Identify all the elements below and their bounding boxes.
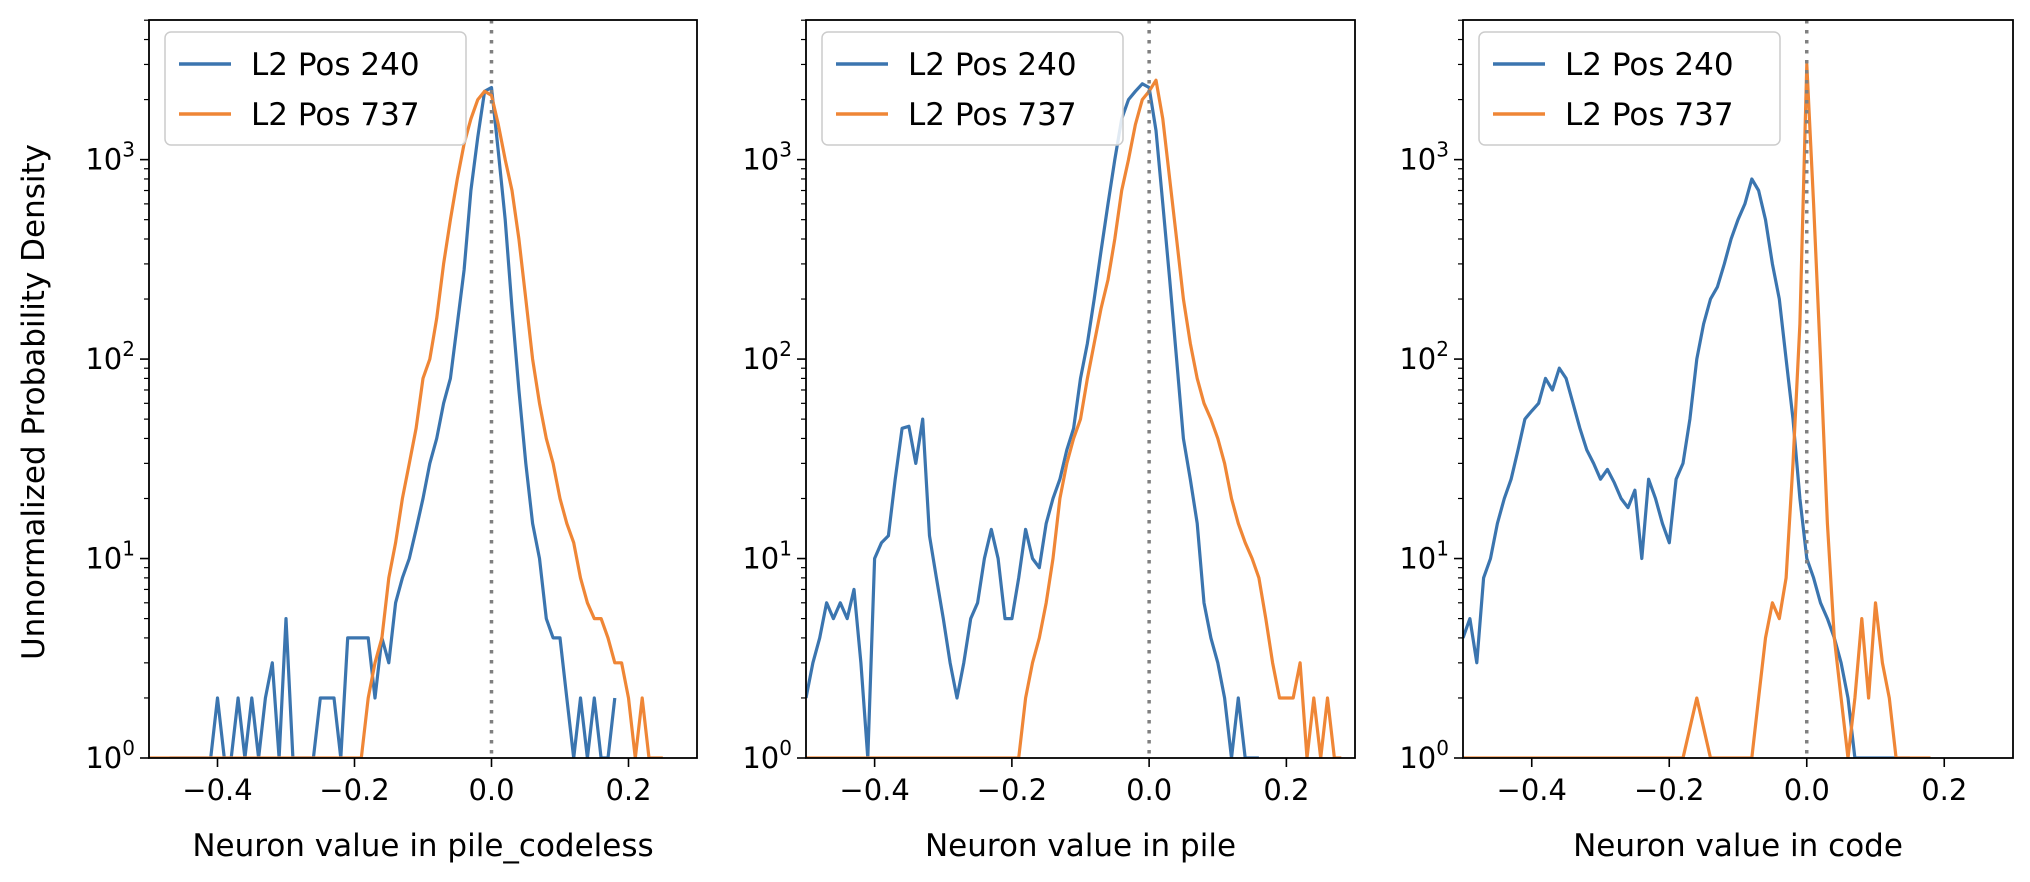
- x-tick-label: 0.0: [1126, 773, 1172, 807]
- x-tick-label: −0.2: [319, 773, 389, 807]
- legend: L2 Pos 240 L2 Pos 737: [1478, 31, 1781, 146]
- y-tick-label: 100: [742, 736, 792, 775]
- x-tick-label: −0.2: [1634, 773, 1704, 807]
- x-tick-label: 0.2: [605, 773, 651, 807]
- y-tick-label: 101: [1399, 537, 1449, 576]
- x-tick-label: 0.0: [468, 773, 514, 807]
- legend-label: L2 Pos 240: [1565, 47, 1734, 83]
- x-axis-title: Neuron value in pile: [925, 828, 1236, 864]
- x-axis-title: Neuron value in code: [1573, 828, 1903, 864]
- plot-frame: [805, 19, 1356, 759]
- x-tick-label: −0.4: [1497, 773, 1567, 807]
- legend-label: L2 Pos 737: [251, 97, 420, 133]
- y-tick-label: 101: [742, 537, 792, 576]
- y-tick-label: 103: [742, 138, 792, 177]
- legend-label: L2 Pos 240: [251, 47, 420, 83]
- legend-box: [164, 31, 467, 146]
- y-tick-label: 103: [1399, 138, 1449, 177]
- x-tick-label: 0.2: [1263, 773, 1309, 807]
- x-tick-label: −0.2: [977, 773, 1047, 807]
- panel-2: −0.4 −0.2 0.0 0.2 100 101 102 103 Neuron value i…: [742, 19, 1356, 864]
- y-tick-label: 100: [85, 736, 135, 775]
- y-tick-label: 103: [85, 138, 135, 177]
- panel-1: −0.4 −0.2 0.0 0.2 100 101 102 103 Neuron value i…: [85, 19, 698, 864]
- y-axis-title: Unnormalized Probability Density: [16, 144, 52, 660]
- panel-3: −0.4 −0.2 0.0 0.2 100 101 102 103 Neuron value i…: [1399, 19, 2014, 864]
- x-tick-label: −0.4: [839, 773, 909, 807]
- plot-frame: [1462, 19, 2014, 759]
- series-line-240: [1463, 177, 1910, 758]
- series-line-737: [149, 89, 663, 758]
- y-tick-label: 101: [85, 537, 135, 576]
- series-line-737: [806, 78, 1342, 758]
- legend-label: L2 Pos 737: [908, 97, 1077, 133]
- x-tick-label: 0.2: [1921, 773, 1967, 807]
- legend: L2 Pos 240 L2 Pos 737: [821, 31, 1124, 146]
- y-tick-label: 102: [742, 337, 792, 376]
- x-tick-label: 0.0: [1784, 773, 1830, 807]
- series-line-240: [806, 82, 1259, 758]
- x-axis-title: Neuron value in pile_codeless: [192, 828, 653, 864]
- series-line-240: [169, 85, 617, 758]
- x-tick-label: −0.4: [182, 773, 252, 807]
- series-line-737: [1463, 62, 1931, 758]
- plot-frame: [148, 19, 698, 759]
- y-tick-label: 100: [1399, 736, 1449, 775]
- legend-box: [821, 31, 1124, 146]
- legend-label: L2 Pos 737: [1565, 97, 1734, 133]
- legend-box: [1478, 31, 1781, 146]
- legend: L2 Pos 240 L2 Pos 737: [164, 31, 467, 146]
- y-tick-label: 102: [1399, 337, 1449, 376]
- legend-label: L2 Pos 240: [908, 47, 1077, 83]
- y-tick-label: 102: [85, 337, 135, 376]
